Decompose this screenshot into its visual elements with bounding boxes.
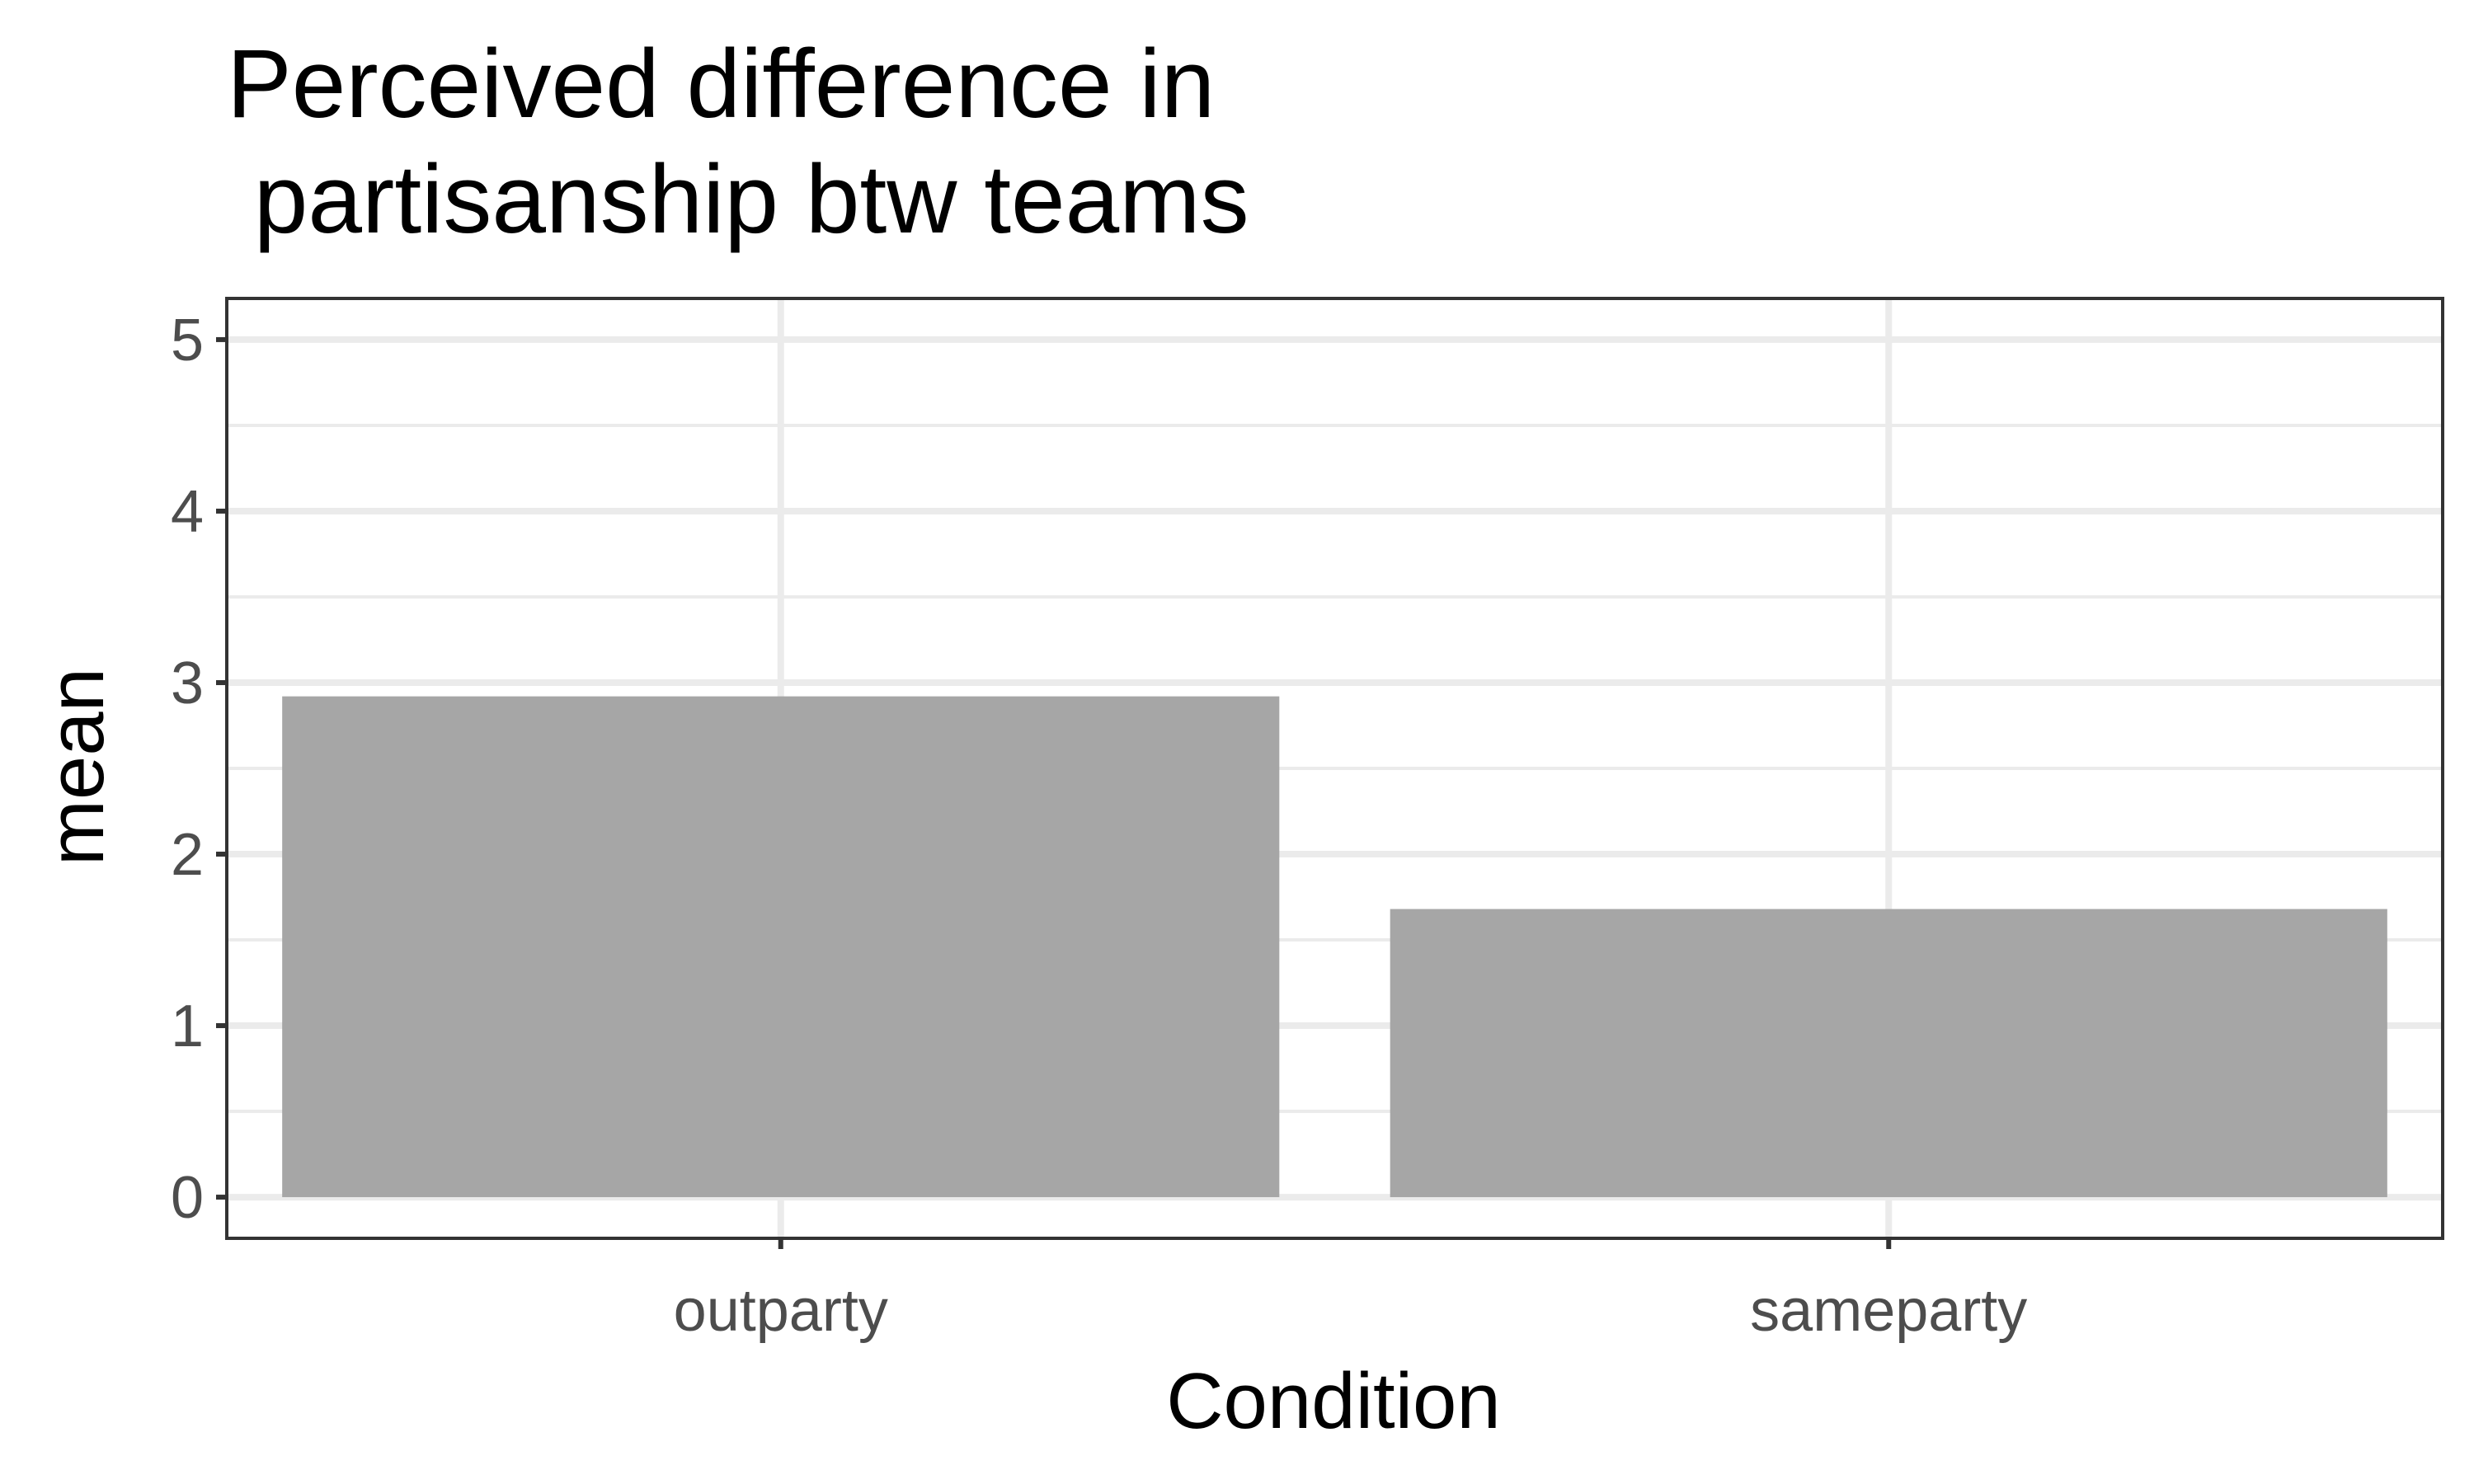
x-axis-title: Condition (1166, 1357, 1501, 1445)
y-tick-label: 0 (171, 1165, 204, 1231)
chart-title-line-2: partisanship btw teams (227, 145, 1249, 254)
bar-sameparty (1390, 909, 2387, 1198)
y-tick-label: 1 (171, 993, 204, 1059)
x-tick-label: outparty (674, 1278, 888, 1344)
bars (282, 696, 2387, 1198)
y-tick-label: 2 (171, 822, 204, 888)
bar-outparty (282, 696, 1280, 1198)
x-axis-ticks: outparty sameparty (674, 1238, 2027, 1344)
y-tick-label: 3 (171, 650, 204, 716)
y-tick-label: 4 (171, 479, 204, 545)
panel-border (225, 297, 2444, 1240)
x-tick-label: sameparty (1750, 1278, 2027, 1344)
chart-title-line-1: Perceived difference in (227, 30, 1215, 139)
y-axis-ticks: 0 1 2 3 4 5 (171, 308, 227, 1231)
y-tick-label: 5 (171, 308, 204, 373)
y-axis-title: mean (32, 668, 120, 866)
